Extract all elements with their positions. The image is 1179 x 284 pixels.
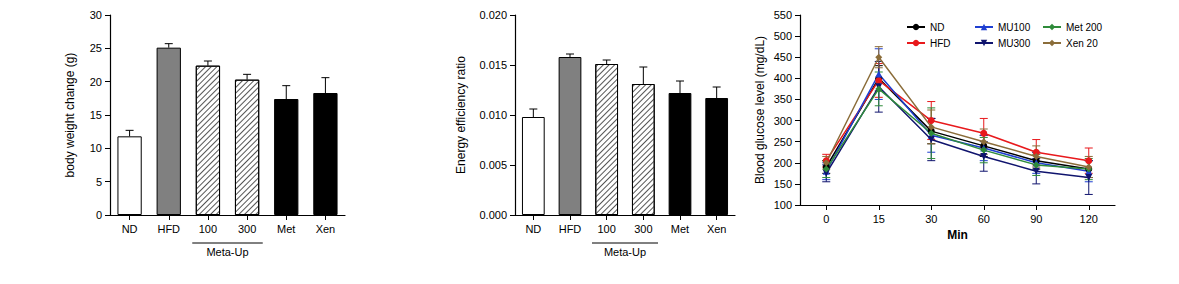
svg-text:0: 0	[823, 213, 829, 225]
svg-text:ND: ND	[525, 223, 541, 235]
svg-text:0: 0	[96, 209, 102, 221]
svg-text:90: 90	[1030, 213, 1042, 225]
svg-text:550: 550	[774, 9, 792, 21]
svg-text:ND: ND	[930, 22, 944, 33]
svg-text:0.020: 0.020	[479, 9, 507, 21]
svg-text:MU300: MU300	[998, 38, 1031, 49]
svg-text:0.000: 0.000	[479, 209, 507, 221]
svg-text:MU100: MU100	[998, 22, 1031, 33]
svg-text:Min: Min	[947, 228, 968, 242]
svg-text:Met: Met	[277, 223, 295, 235]
svg-text:ND: ND	[122, 223, 138, 235]
svg-text:30: 30	[925, 213, 937, 225]
svg-text:350: 350	[774, 93, 792, 105]
svg-text:300: 300	[634, 223, 652, 235]
svg-text:200: 200	[774, 157, 792, 169]
svg-text:HFD: HFD	[930, 38, 951, 49]
svg-text:15: 15	[90, 109, 102, 121]
svg-text:Meta-Up: Meta-Up	[206, 246, 248, 258]
svg-text:5: 5	[96, 176, 102, 188]
svg-text:500: 500	[774, 30, 792, 42]
svg-text:Meta-Up: Meta-Up	[604, 246, 646, 258]
svg-text:Blood glucose level (mg/dL): Blood glucose level (mg/dL)	[753, 36, 767, 184]
svg-text:Met: Met	[671, 223, 689, 235]
svg-text:10: 10	[90, 142, 102, 154]
svg-text:HFD: HFD	[157, 223, 180, 235]
svg-text:body weight change (g): body weight change (g)	[63, 53, 77, 178]
svg-text:60: 60	[978, 213, 990, 225]
svg-text:25: 25	[90, 42, 102, 54]
svg-text:Met 200: Met 200	[1066, 22, 1103, 33]
svg-text:15: 15	[873, 213, 885, 225]
svg-text:Xen: Xen	[707, 223, 727, 235]
svg-text:0.015: 0.015	[479, 59, 507, 71]
svg-text:100: 100	[199, 223, 217, 235]
svg-text:30: 30	[90, 9, 102, 21]
svg-text:Xen: Xen	[316, 223, 336, 235]
svg-text:100: 100	[597, 223, 615, 235]
svg-text:120: 120	[1080, 213, 1098, 225]
svg-text:450: 450	[774, 51, 792, 63]
svg-text:300: 300	[238, 223, 256, 235]
svg-text:20: 20	[90, 76, 102, 88]
svg-text:0.010: 0.010	[479, 109, 507, 121]
svg-text:Energy efficiency ratio: Energy efficiency ratio	[454, 56, 468, 174]
svg-text:300: 300	[774, 115, 792, 127]
svg-text:HFD: HFD	[559, 223, 582, 235]
svg-text:Xen 20: Xen 20	[1066, 38, 1098, 49]
svg-text:250: 250	[774, 136, 792, 148]
svg-text:0.005: 0.005	[479, 159, 507, 171]
svg-text:100: 100	[774, 199, 792, 211]
svg-text:150: 150	[774, 178, 792, 190]
svg-text:400: 400	[774, 72, 792, 84]
